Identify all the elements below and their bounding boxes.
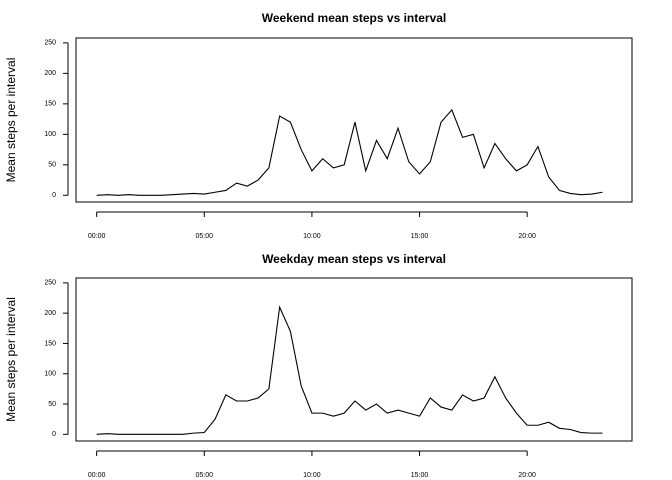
x-tick-label: 15:00 <box>411 233 429 240</box>
y-tick-label: 250 <box>44 40 56 47</box>
plot-box <box>75 37 633 203</box>
chart-title: Weekday mean steps vs interval <box>262 252 446 266</box>
x-tick-label: 00:00 <box>88 472 106 479</box>
y-tick-label: 50 <box>48 401 56 408</box>
chart-title: Weekend mean steps vs interval <box>262 11 447 25</box>
y-tick-label: 100 <box>44 371 56 378</box>
y-tick-label: 0 <box>52 431 56 438</box>
y-tick-label: 150 <box>44 101 56 108</box>
y-tick-label: 150 <box>44 340 56 347</box>
y-tick-label: 200 <box>44 310 56 317</box>
x-tick-label: 10:00 <box>303 233 321 240</box>
x-tick-label: 20:00 <box>518 233 536 240</box>
x-tick-label: 00:00 <box>88 233 106 240</box>
data-line <box>96 108 603 196</box>
y-tick-label: 200 <box>44 70 56 77</box>
x-tick-label: 20:00 <box>518 472 536 479</box>
x-tick-label: 15:00 <box>411 472 429 479</box>
y-axis-label: Mean steps per interval <box>4 58 18 183</box>
data-line <box>96 305 603 435</box>
x-tick-label: 10:00 <box>303 472 321 479</box>
plot-box <box>75 277 633 442</box>
y-tick-label: 100 <box>44 131 56 138</box>
y-axis-label: Mean steps per interval <box>4 297 18 422</box>
y-tick-label: 50 <box>48 162 56 169</box>
x-tick-label: 05:00 <box>196 233 214 240</box>
y-tick-label: 250 <box>44 280 56 287</box>
x-tick-label: 05:00 <box>196 472 214 479</box>
y-tick-label: 0 <box>52 192 56 199</box>
